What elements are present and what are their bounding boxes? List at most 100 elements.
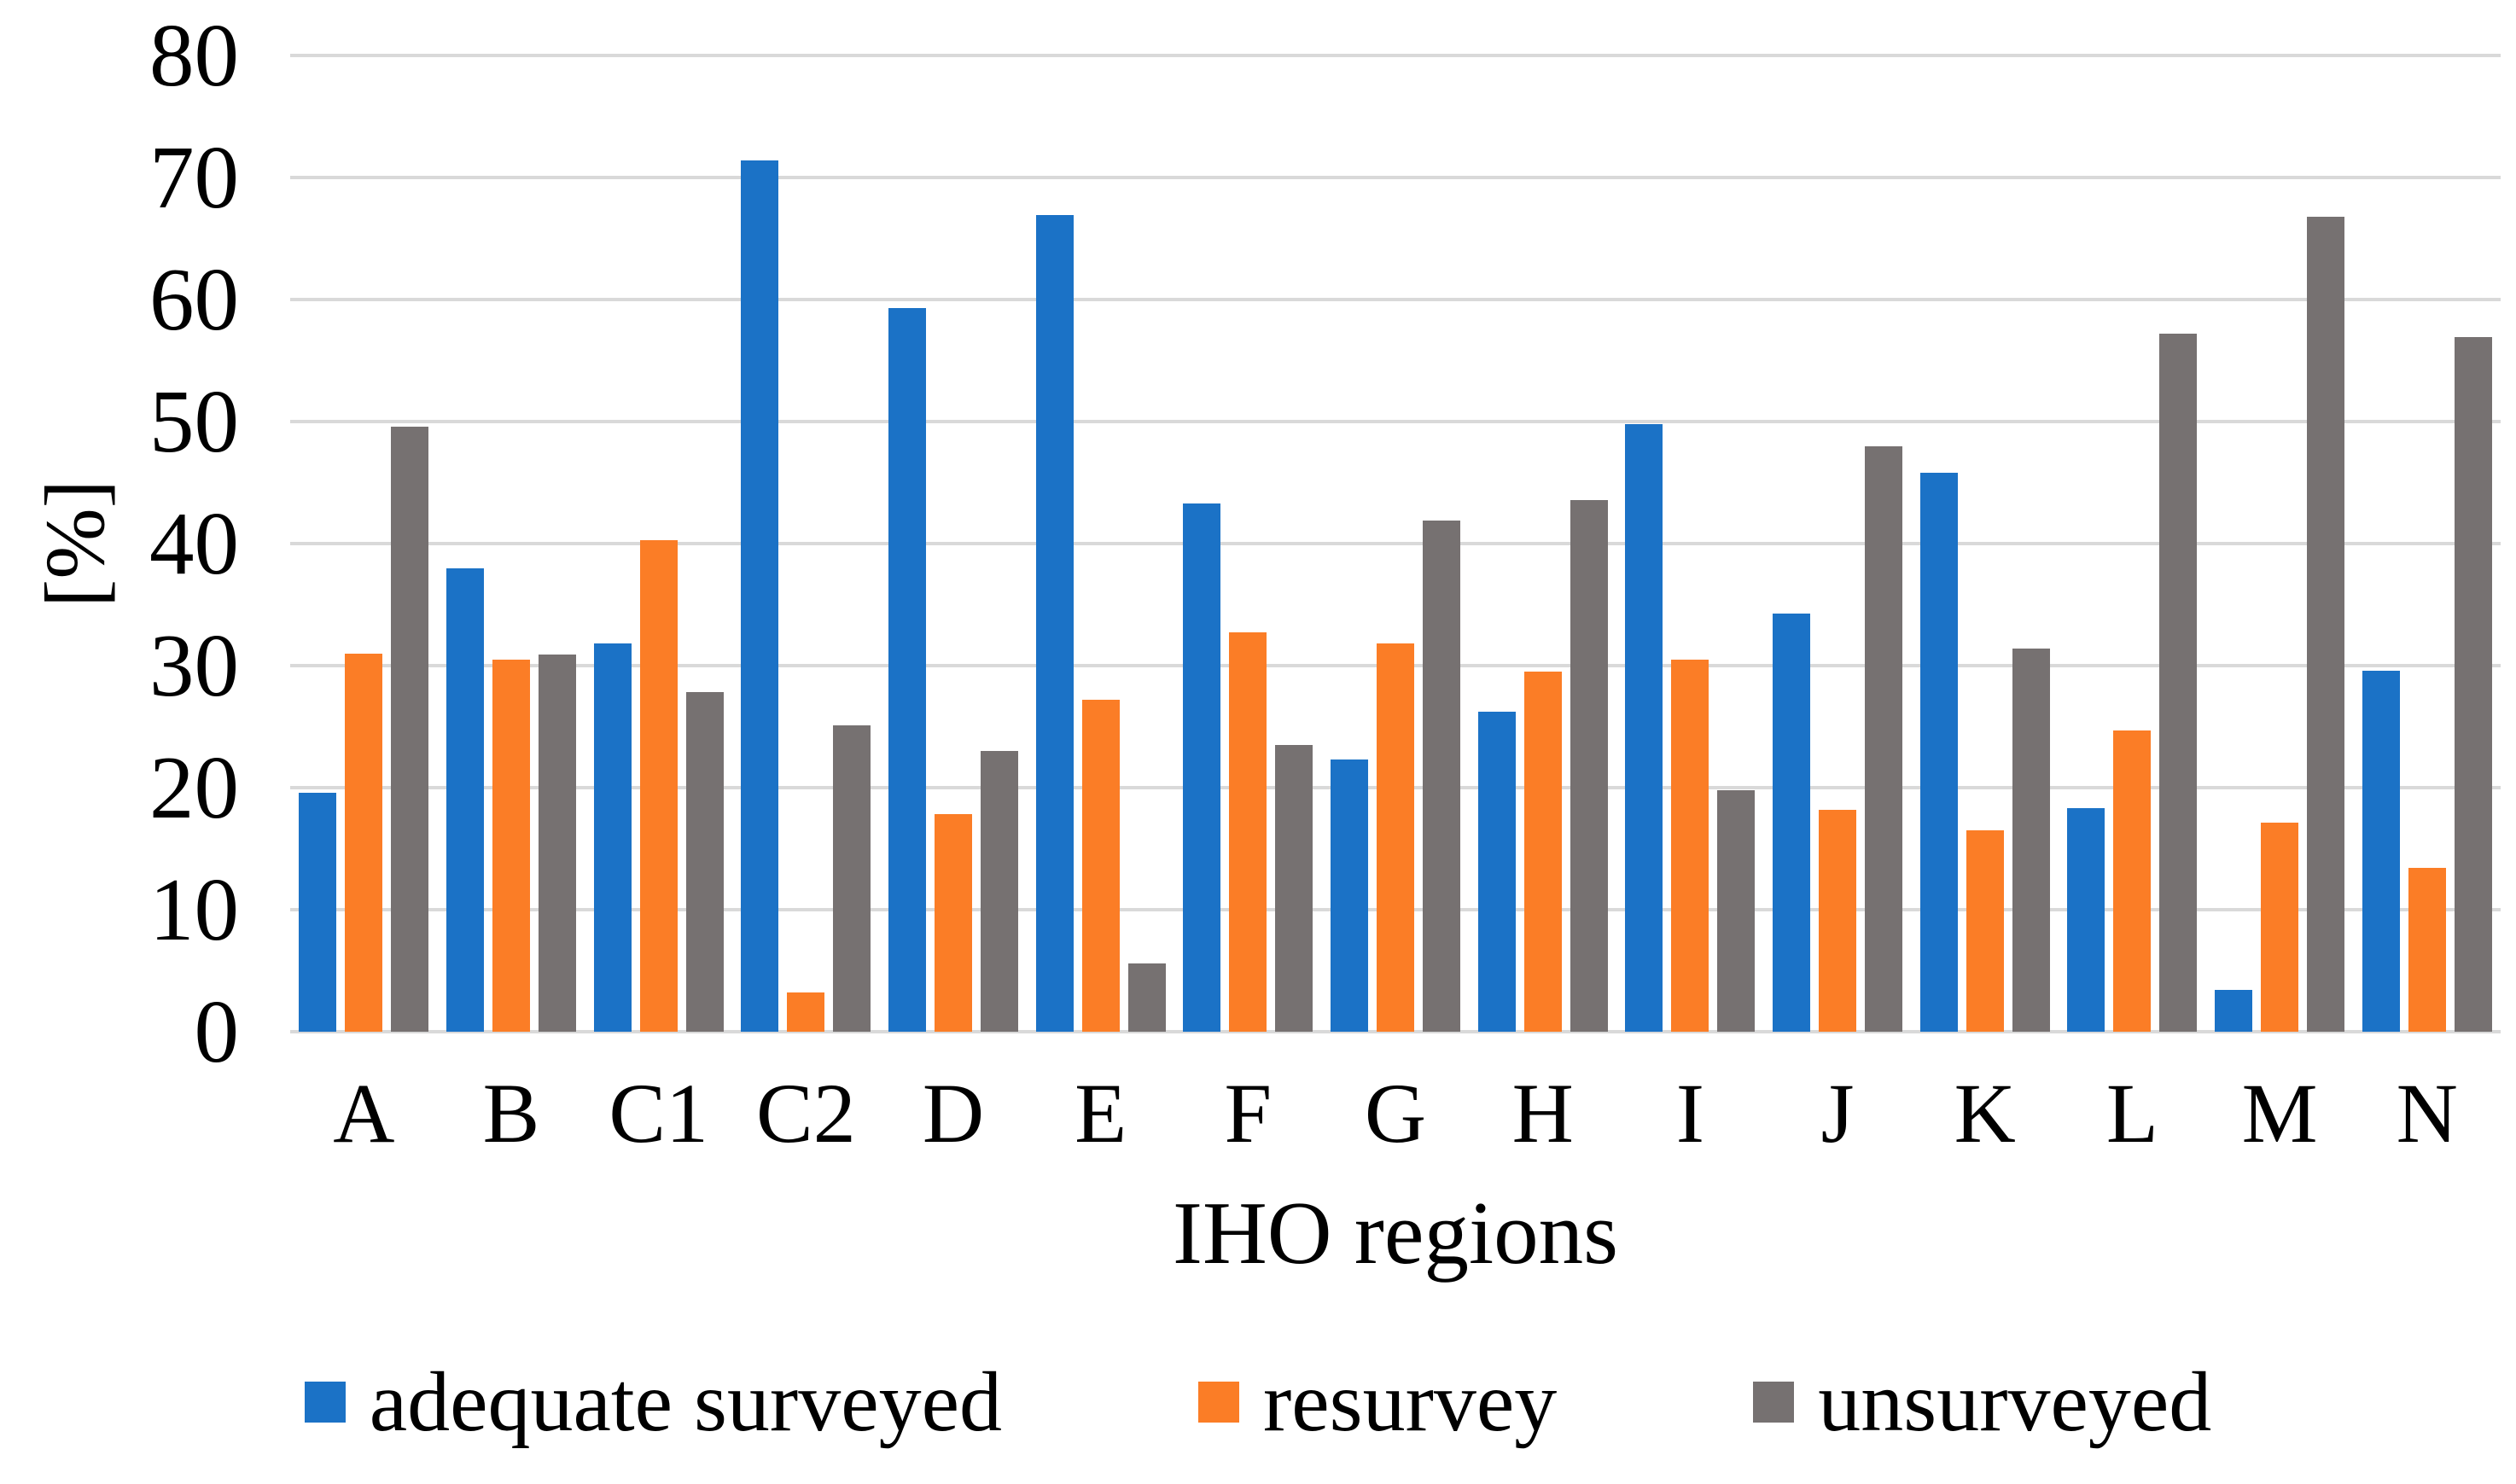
bar-group-H — [1469, 55, 1616, 1032]
x-tick-label-F: F — [1224, 1066, 1273, 1161]
x-tick-label-N: N — [2396, 1066, 2458, 1161]
bar-group-F — [1174, 55, 1322, 1032]
bar-group-L — [2059, 55, 2206, 1032]
bar-adequate-surveyed-D — [888, 308, 927, 1032]
y-tick-label-30: 30 — [149, 615, 239, 715]
bar-resurvey-B — [492, 659, 530, 1032]
x-tick-label-C2: C2 — [756, 1066, 856, 1161]
legend-swatch-icon — [1198, 1382, 1239, 1423]
x-tick-label-K: K — [1954, 1066, 2016, 1161]
bar-group-M — [2206, 55, 2354, 1032]
bar-group-J — [1764, 55, 1912, 1032]
bar-adequate-surveyed-A — [299, 792, 337, 1032]
bar-groups — [290, 55, 2501, 1032]
bar-unsurveyed-B — [539, 655, 576, 1032]
bar-adequate-surveyed-I — [1625, 423, 1663, 1032]
bar-adequate-surveyed-M — [2215, 990, 2253, 1032]
bar-unsurveyed-M — [2307, 216, 2345, 1032]
x-tick-label-G: G — [1364, 1066, 1427, 1161]
gridline-60 — [290, 298, 2501, 301]
bar-group-N — [2353, 55, 2501, 1032]
legend-item-unsurveyed: unsurveyed — [1753, 1355, 2211, 1449]
gridline-40 — [290, 542, 2501, 545]
gridline-80 — [290, 54, 2501, 57]
bar-resurvey-I — [1671, 659, 1709, 1032]
bar-group-D — [880, 55, 1028, 1032]
bar-resurvey-D — [935, 814, 973, 1032]
bar-adequate-surveyed-B — [446, 567, 484, 1032]
gridline-70 — [290, 176, 2501, 179]
x-axis-title: IHO regions — [1173, 1183, 1618, 1283]
x-tick-label-J: J — [1820, 1066, 1855, 1161]
legend-item-resurvey: resurvey — [1198, 1355, 1557, 1449]
x-tick-label-A: A — [333, 1066, 395, 1161]
gridline-50 — [290, 420, 2501, 423]
bar-adequate-surveyed-H — [1477, 712, 1516, 1032]
bar-resurvey-C2 — [787, 992, 825, 1032]
y-tick-label-40: 40 — [149, 493, 239, 593]
bar-adequate-surveyed-L — [2067, 808, 2105, 1032]
gridline-0 — [290, 1030, 2501, 1033]
y-tick-label-60: 60 — [149, 249, 239, 349]
bar-adequate-surveyed-E — [1035, 215, 1074, 1032]
bar-unsurveyed-C1 — [685, 692, 724, 1032]
bar-resurvey-C1 — [639, 539, 678, 1032]
bar-adequate-surveyed-C2 — [741, 160, 779, 1032]
plot-area — [290, 54, 2501, 1033]
bar-group-E — [1027, 55, 1174, 1032]
bar-adequate-surveyed-J — [1773, 613, 1811, 1032]
bar-resurvey-K — [1966, 830, 2004, 1032]
bar-unsurveyed-F — [1275, 744, 1313, 1032]
bar-unsurveyed-I — [1717, 789, 1756, 1032]
bar-unsurveyed-C2 — [833, 725, 871, 1032]
bar-unsurveyed-J — [1865, 445, 1903, 1032]
legend-item-adequate-surveyed: adequate surveyed — [304, 1354, 1002, 1449]
y-tick-label-20: 20 — [149, 737, 239, 837]
bar-group-K — [1911, 55, 2059, 1032]
x-tick-label-L: L — [2105, 1066, 2158, 1161]
x-axis-tick-labels: A B C1 C2 D E F G H I J K L M N — [290, 1062, 2501, 1165]
x-tick-label-D: D — [922, 1066, 985, 1161]
bar-unsurveyed-E — [1127, 963, 1166, 1032]
bar-group-I — [1616, 55, 1764, 1032]
bar-unsurveyed-G — [1423, 520, 1461, 1032]
legend-label: resurvey — [1263, 1354, 1558, 1449]
bar-unsurveyed-N — [2454, 337, 2492, 1032]
x-tick-label-M: M — [2241, 1066, 2318, 1161]
bar-adequate-surveyed-C1 — [593, 643, 632, 1032]
bar-resurvey-F — [1229, 632, 1267, 1032]
bar-resurvey-M — [2261, 823, 2299, 1032]
x-tick-label-B: B — [482, 1066, 540, 1161]
bar-adequate-surveyed-F — [1183, 503, 1221, 1032]
bar-resurvey-A — [345, 653, 383, 1032]
y-tick-label-10: 10 — [149, 859, 239, 959]
y-tick-label-0: 0 — [194, 981, 240, 1081]
bar-unsurveyed-H — [1570, 499, 1608, 1032]
legend-label: adequate surveyed — [369, 1354, 1002, 1449]
x-tick-label-H: H — [1511, 1066, 1574, 1161]
bar-unsurveyed-K — [2012, 648, 2050, 1032]
x-tick-label-E: E — [1075, 1066, 1127, 1161]
bar-adequate-surveyed-N — [2362, 670, 2400, 1032]
bar-group-G — [1322, 55, 1470, 1032]
bar-unsurveyed-D — [981, 751, 1019, 1032]
bar-unsurveyed-L — [2159, 334, 2198, 1032]
legend: adequate surveyed resurvey unsurveyed — [0, 1355, 2516, 1449]
legend-swatch-icon — [1753, 1382, 1795, 1423]
y-tick-label-80: 80 — [149, 5, 239, 105]
legend-label: unsurveyed — [1818, 1354, 2212, 1449]
bar-resurvey-L — [2113, 730, 2152, 1032]
y-tick-label-70: 70 — [149, 127, 239, 227]
bar-resurvey-G — [1377, 643, 1415, 1032]
y-tick-label-50: 50 — [149, 371, 239, 471]
bar-resurvey-E — [1081, 700, 1120, 1032]
legend-swatch-icon — [304, 1382, 346, 1423]
bar-group-C2 — [732, 55, 880, 1032]
bar-adequate-surveyed-G — [1331, 759, 1369, 1032]
bar-adequate-surveyed-K — [1919, 473, 1958, 1032]
bar-resurvey-N — [2408, 868, 2446, 1032]
bar-unsurveyed-A — [391, 426, 429, 1032]
bar-group-C1 — [585, 55, 732, 1032]
x-tick-label-C1: C1 — [609, 1066, 709, 1161]
